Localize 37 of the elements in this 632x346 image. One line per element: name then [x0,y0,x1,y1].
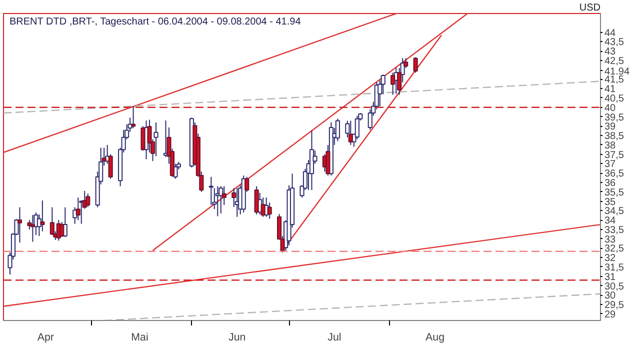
y-tick-label: 38 [604,140,616,152]
y-tick-label: 30 [604,290,616,302]
y-tick-label: 40,5 [604,93,624,104]
x-tick-label: Jun [228,332,246,344]
y-tick-label: 35 [604,196,616,208]
y-tick-label: 31 [604,272,616,283]
y-tick-label: 41 [604,84,616,96]
y-tick-label: 34,5 [604,206,624,218]
y-tick-label: 38,5 [604,131,624,142]
x-tick-label: Apr [37,332,54,344]
y-tick-label: 29 [604,309,616,320]
y-tick-label: 36,5 [604,168,624,180]
x-tick-label: Jul [328,332,342,344]
y-tick-label: 37,5 [604,150,624,161]
y-tick-label: 33,5 [604,224,624,236]
y-tick-label: 34 [604,216,616,227]
y-tick-label: 39,5 [604,112,624,124]
y-tick-label: 41,5 [604,74,624,86]
x-tick-label: Aug [426,332,445,344]
y-tick-label: 33 [604,234,616,246]
y-axis-title: USD [579,2,601,14]
y-tick-label: 42,5 [604,56,624,67]
y-tick-label: 43,5 [604,37,624,48]
y-tick-label: 39 [604,122,616,133]
y-tick-label: 29,5 [604,300,624,312]
y-tick-label: 40 [604,102,616,114]
y-tick-label: 36 [604,178,616,189]
y-tick-label: 32 [604,253,616,264]
y-tick-label: 30,5 [604,281,624,292]
y-tick-label: 35,5 [604,187,624,198]
y-tick-label: 44 [604,28,616,39]
y-tick-label: 37 [604,159,616,170]
y-tick-label: 32,5 [604,244,624,255]
y-tick-label: 43 [604,46,616,58]
x-tick-label: Mai [131,332,148,344]
y-tick-label: 31,5 [604,262,624,274]
chart-title: BRENT DTD ,BRT-, Tageschart - 06.04.2004 - 09.08.2004 - 41.94 [10,16,302,28]
